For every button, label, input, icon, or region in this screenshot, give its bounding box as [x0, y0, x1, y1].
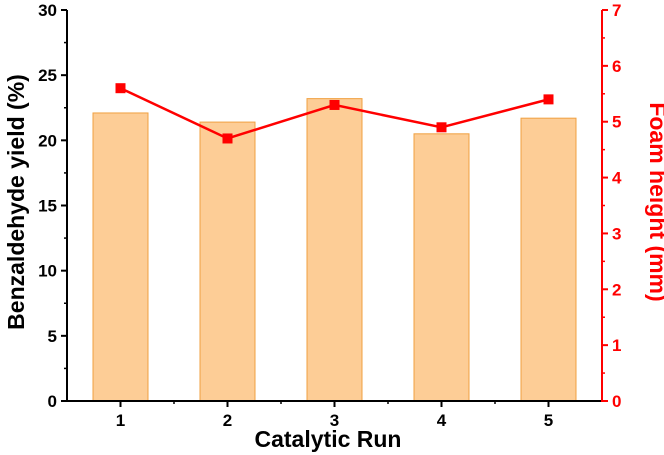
x-tick-label: 1 [116, 411, 125, 430]
x-tick-label: 2 [223, 411, 232, 430]
right-tick-label: 6 [612, 57, 621, 76]
x-axis-ticks: 1 2 3 4 5 [116, 401, 553, 430]
right-tick-label: 3 [612, 224, 621, 243]
x-tick-label: 4 [437, 411, 447, 430]
x-tick-label: 5 [544, 411, 553, 430]
right-tick-label: 5 [612, 113, 621, 132]
left-axis-title: Benzaldehyde yield (%) [3, 74, 29, 330]
bars-layer [92, 98, 577, 402]
right-axis-title: Foam height (mm) [645, 102, 664, 301]
bar-run-1 [92, 112, 149, 402]
right-tick-label: 0 [612, 392, 621, 411]
line-series-layer [115, 83, 554, 144]
bar-run-2 [199, 121, 256, 402]
left-tick-label: 30 [38, 1, 57, 20]
x-axis-title: Catalytic Run [255, 426, 402, 452]
left-tick-label: 25 [38, 66, 57, 85]
bar-run-5 [520, 117, 577, 402]
right-tick-label: 7 [612, 1, 621, 20]
bar-run-3 [306, 98, 363, 402]
left-tick-label: 10 [38, 262, 57, 281]
bar-run-4 [413, 133, 470, 402]
right-axis-ticks: 0 1 2 3 4 5 6 7 [602, 1, 622, 411]
foam-height-point-5 [543, 94, 554, 105]
left-axis-ticks: 0 5 10 15 20 25 30 [38, 1, 67, 411]
foam-height-point-4 [436, 122, 447, 133]
foam-height-point-1 [115, 83, 126, 94]
left-tick-label: 20 [38, 131, 57, 150]
right-tick-label: 2 [612, 280, 621, 299]
x-tick-label: 3 [330, 411, 339, 430]
foam-height-point-3 [329, 99, 340, 110]
right-tick-label: 4 [612, 169, 622, 188]
right-tick-label: 1 [612, 336, 621, 355]
left-tick-label: 0 [48, 392, 57, 411]
left-tick-label: 5 [48, 327, 57, 346]
foam-height-point-2 [222, 133, 233, 144]
left-tick-label: 15 [38, 197, 57, 216]
